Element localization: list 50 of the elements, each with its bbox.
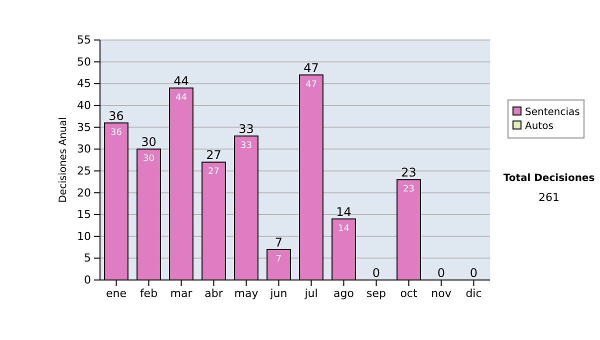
y-tick-label: 15: [77, 208, 91, 222]
total-label: 33: [238, 122, 254, 136]
y-axis-title: Decisiones Anual: [58, 117, 69, 203]
x-tick-label: mar: [170, 286, 193, 300]
y-tick-label: 50: [77, 55, 91, 68]
x-tick-label: sep: [366, 286, 386, 300]
x-tick-label: abr: [204, 286, 224, 300]
x-tick-label: jun: [269, 286, 288, 300]
total-label: 0: [437, 266, 446, 280]
data-label: 14: [338, 224, 350, 234]
x-tick-label: jul: [304, 286, 318, 300]
total-label: 14: [336, 204, 352, 219]
data-label: 27: [208, 167, 220, 178]
legend-label: Autos: [525, 121, 554, 132]
y-tick-label: 40: [77, 98, 91, 112]
y-tick-label: 0: [84, 274, 91, 287]
total-label: 7: [274, 235, 283, 250]
x-tick-label: dic: [466, 286, 482, 300]
total-label: 44: [174, 74, 189, 88]
x-tick-label: nov: [431, 286, 452, 300]
x-tick-label: may: [234, 286, 259, 300]
total-label: 0: [470, 266, 478, 280]
x-tick-label: oct: [400, 286, 418, 300]
data-label: 47: [306, 80, 317, 90]
y-tick-label: 45: [77, 77, 91, 90]
y-tick-label: 55: [77, 34, 91, 47]
x-tick-label: feb: [140, 286, 158, 300]
total-label: 0: [372, 266, 380, 280]
total-label: 23: [401, 166, 416, 180]
data-label: 44: [176, 93, 188, 103]
total-label: 47: [304, 60, 319, 75]
data-label: 30: [143, 154, 155, 164]
data-label: 33: [240, 141, 252, 151]
y-tick-label: 30: [77, 142, 91, 156]
total-label: 27: [206, 148, 222, 162]
data-label: 36: [110, 128, 122, 138]
y-tick-label: 20: [77, 186, 91, 200]
data-label: 23: [403, 184, 414, 195]
y-tick-label: 35: [77, 120, 91, 134]
text: 261: [538, 191, 560, 204]
legend-label: Sentencias: [525, 107, 580, 118]
text: Total Decisiones: [503, 173, 595, 184]
x-tick-label: ago: [334, 286, 354, 300]
x-tick-label: ene: [106, 286, 127, 300]
total-label: 30: [141, 135, 156, 150]
y-tick-label: 25: [77, 164, 91, 178]
y-tick-label: 10: [77, 230, 91, 243]
y-tick-label: 5: [84, 252, 91, 265]
data-label: 7: [276, 254, 282, 264]
total-label: 36: [108, 108, 124, 123]
